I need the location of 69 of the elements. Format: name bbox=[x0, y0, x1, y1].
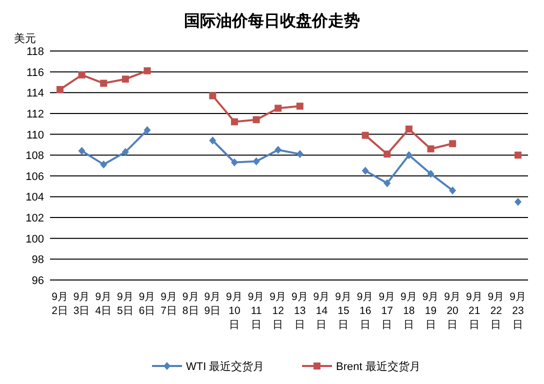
x-tick-label: 9月12日 bbox=[270, 291, 287, 331]
point bbox=[56, 86, 64, 94]
x-tick-label: 9月20日 bbox=[444, 291, 461, 331]
point bbox=[230, 158, 238, 166]
x-tick-label: 9月21日 bbox=[466, 291, 483, 331]
point bbox=[144, 126, 151, 134]
point bbox=[296, 150, 304, 158]
y-tick-label: 116 bbox=[26, 66, 44, 79]
x-tick-label: 9月23日 bbox=[510, 291, 526, 331]
y-tick-label: 106 bbox=[26, 170, 44, 183]
x-tick-label: 9月8日 bbox=[182, 291, 200, 317]
y-tick-label: 114 bbox=[26, 88, 44, 100]
point bbox=[78, 146, 86, 155]
y-tick-label: 104 bbox=[26, 192, 44, 204]
x-tick-label: 9月22日 bbox=[488, 291, 505, 331]
x-tick-label: 9月7日 bbox=[160, 291, 178, 317]
point bbox=[78, 71, 86, 78]
point bbox=[362, 132, 369, 139]
x-tick-label: 9月13日 bbox=[291, 291, 308, 331]
point bbox=[252, 116, 260, 124]
point bbox=[427, 170, 434, 178]
y-axis-title: 美元 bbox=[14, 32, 36, 45]
point bbox=[449, 186, 456, 194]
point bbox=[122, 148, 129, 156]
point bbox=[230, 118, 238, 126]
point bbox=[384, 150, 391, 158]
x-tick-label: 9月11日 bbox=[248, 291, 265, 331]
y-tick-label: 102 bbox=[26, 212, 44, 225]
point bbox=[274, 104, 282, 112]
legend-label: WTI 最近交货月 bbox=[186, 360, 264, 373]
x-tick-label: 9月17日 bbox=[378, 291, 396, 331]
point bbox=[514, 152, 522, 159]
point bbox=[209, 136, 216, 145]
point bbox=[405, 151, 412, 160]
point bbox=[449, 140, 456, 148]
y-tick-label: 112 bbox=[26, 108, 44, 120]
x-tick-label: 9月16日 bbox=[356, 291, 374, 331]
y-tick-label: 98 bbox=[32, 254, 44, 266]
y-tick-label: 96 bbox=[32, 275, 44, 287]
point bbox=[296, 102, 304, 110]
y-tick-label: 100 bbox=[26, 233, 44, 246]
point bbox=[252, 157, 260, 166]
y-tick-label: 108 bbox=[26, 150, 44, 162]
legend-label: Brent 最近交货月 bbox=[336, 360, 420, 373]
point bbox=[514, 198, 522, 206]
point bbox=[405, 126, 412, 133]
x-tick-label: 9月3日 bbox=[73, 291, 90, 317]
x-tick-label: 9月9日 bbox=[204, 291, 222, 317]
y-tick-label: 110 bbox=[26, 129, 44, 142]
x-tick-label: 9月5日 bbox=[117, 291, 134, 317]
x-tick-label: 9月10日 bbox=[226, 291, 243, 331]
x-tick-label: 9月4日 bbox=[95, 291, 112, 317]
x-tick-label: 9月14日 bbox=[313, 291, 330, 331]
chart-title: 国际油价每日收盘价走势 bbox=[184, 12, 360, 30]
point bbox=[100, 160, 108, 168]
point bbox=[209, 92, 216, 100]
point bbox=[384, 179, 391, 188]
x-tick-label: 9月19日 bbox=[422, 291, 440, 331]
point bbox=[427, 145, 434, 152]
point bbox=[362, 166, 369, 175]
point bbox=[274, 146, 282, 154]
point bbox=[100, 80, 108, 87]
x-tick-label: 9月18日 bbox=[400, 291, 418, 331]
x-tick-label: 9月6日 bbox=[138, 291, 156, 317]
y-tick-label: 118 bbox=[26, 46, 44, 58]
point bbox=[122, 76, 129, 83]
x-tick-label: 9月15日 bbox=[335, 291, 352, 331]
x-tick-label: 9月2日 bbox=[52, 291, 68, 317]
point bbox=[144, 67, 151, 74]
